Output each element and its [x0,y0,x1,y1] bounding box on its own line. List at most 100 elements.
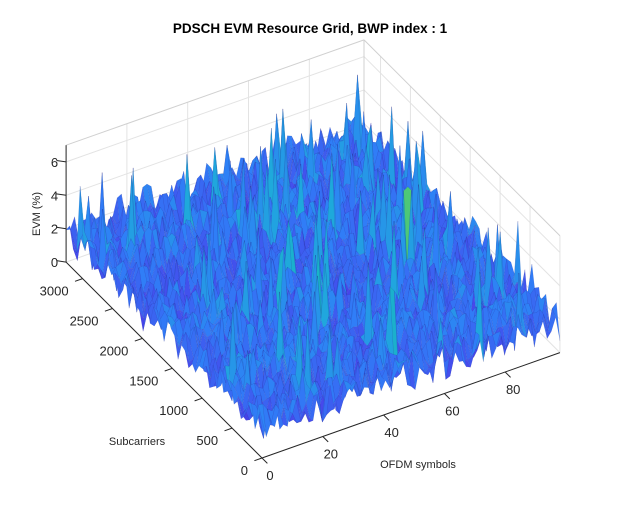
surface-facet [227,216,236,231]
box-edge [363,39,561,237]
z-tick-label: 6 [51,155,58,170]
surface-facet [322,385,331,423]
surface-facet [238,379,247,405]
surface-facet [186,267,196,295]
surface-facet [425,239,434,257]
surface-facet [409,288,418,305]
surface-facet [161,302,171,318]
surface-facet [373,368,382,395]
surface-facet [425,338,434,367]
z-tick-label: 2 [51,222,58,237]
surface-facet [415,360,424,371]
surface-facet [263,349,272,372]
surface-facet [205,186,214,256]
surface-facet [167,233,176,250]
surface-facet [258,387,267,402]
y-tick-label: 1500 [129,373,158,388]
surface-facet [259,324,268,347]
surface-facet [454,334,463,347]
surface-facet [401,348,410,360]
surface-facet [274,351,283,384]
surface-facet [149,306,158,327]
surface-facet [262,354,271,386]
surface-facet [509,326,518,344]
surface-facet [368,375,378,395]
surface-facet [163,315,173,342]
z-tick [56,159,67,163]
surface-facet [228,282,237,329]
evm-surface [65,74,561,439]
chart-title: PDSCH EVM Resource Grid, BWP index : 1 [173,21,448,36]
surface-facet [294,368,303,406]
y-tick-label: 500 [196,433,218,448]
z-tick [56,193,67,196]
surface-facet [496,331,505,356]
surface-facet [381,366,390,388]
surface-facet [464,273,473,306]
surface-facet [182,246,191,277]
surface-facet [356,382,365,397]
surface-facet [294,223,303,255]
surface-facet [500,336,509,356]
surface-facet [406,257,415,275]
surface-facet [105,249,114,278]
surface-facet [429,316,438,339]
surface-facet [457,313,467,345]
surface-facet [72,238,81,261]
grid-line [65,56,365,163]
x-axis-label: OFDM symbols [380,459,456,471]
surface-facet [300,411,309,423]
surface-facet [223,378,232,393]
x-tick-label: 0 [266,468,273,483]
surface-facet [80,196,89,251]
surface-facet [174,335,183,360]
surface-facet [343,380,352,393]
surface-facet [442,191,451,262]
surface-facet [107,264,117,276]
z-tick [56,260,67,263]
surface-facet [76,186,85,253]
surface-facet [237,401,246,420]
surface-facet [351,381,361,397]
surface-facet [143,210,152,238]
surface-facet [279,373,288,395]
y-tick [164,367,173,372]
surface-facet [216,311,226,319]
surface-facet [171,208,180,235]
z-tick [56,226,67,230]
surface-facet [163,208,172,235]
x-tick [261,457,268,464]
y-tick-label: 1000 [159,403,188,418]
surface-facet [443,334,452,358]
grid-line [65,89,365,196]
surface-facet [396,348,405,374]
surface-facet [128,285,137,313]
surface-facet [416,347,425,375]
surface-facet [321,335,330,353]
surface-facet [222,214,231,257]
surface-facet [292,400,301,424]
surface-facet [176,291,185,314]
y-tick [254,457,263,462]
x-tick [504,371,511,378]
surface-facet [437,317,446,362]
surface-facet [244,401,253,417]
surface-facet [458,283,467,300]
y-tick [104,308,113,312]
surface-facet [488,297,497,311]
surface-facet [338,103,347,177]
y-tick [74,278,83,282]
z-tick-label: 4 [51,188,58,203]
surface-facet [491,308,500,337]
surface-facet [385,286,394,355]
surface-facet [258,403,267,437]
surface-facet [198,348,208,370]
surface-facet [382,256,391,277]
surface-facet [496,298,505,329]
surface-facet [498,311,508,328]
surface-facet [270,159,279,248]
x-tick-label: 80 [506,382,520,397]
y-tick [194,397,203,402]
